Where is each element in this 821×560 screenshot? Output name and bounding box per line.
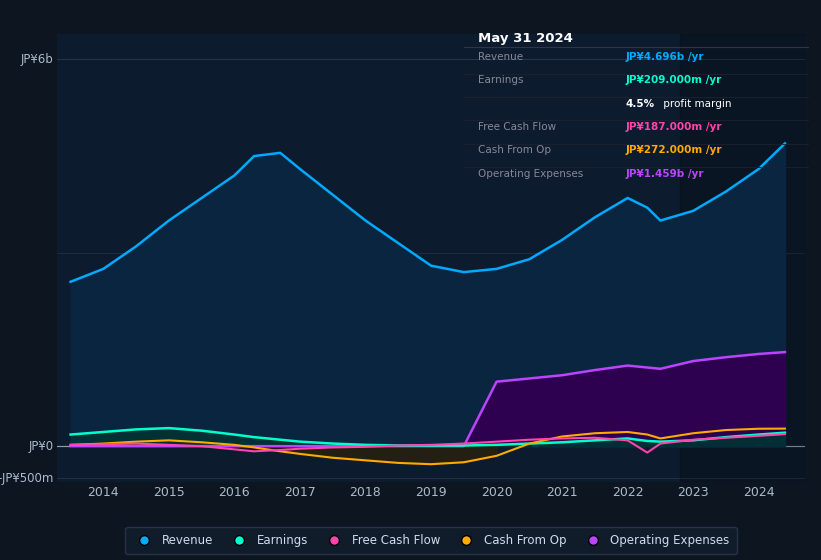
Text: JP¥1.459b /yr: JP¥1.459b /yr [626, 169, 704, 179]
Text: JP¥6b: JP¥6b [21, 53, 53, 66]
Text: -JP¥500m: -JP¥500m [0, 472, 53, 485]
Text: May 31 2024: May 31 2024 [478, 31, 572, 45]
Bar [680, 34, 805, 482]
Text: Revenue: Revenue [478, 52, 523, 62]
Text: Earnings: Earnings [478, 76, 523, 85]
Text: JP¥272.000m /yr: JP¥272.000m /yr [626, 146, 722, 156]
Text: 4.5%: 4.5% [626, 99, 655, 109]
Text: JP¥187.000m /yr: JP¥187.000m /yr [626, 122, 722, 132]
Text: JP¥209.000m /yr: JP¥209.000m /yr [626, 76, 722, 85]
Text: Free Cash Flow: Free Cash Flow [478, 122, 556, 132]
Text: Operating Expenses: Operating Expenses [478, 169, 583, 179]
Text: JP¥0: JP¥0 [29, 440, 53, 452]
Legend: Revenue, Earnings, Free Cash Flow, Cash From Op, Operating Expenses: Revenue, Earnings, Free Cash Flow, Cash … [126, 527, 736, 554]
Text: profit margin: profit margin [660, 99, 732, 109]
Text: JP¥4.696b /yr: JP¥4.696b /yr [626, 52, 704, 62]
Text: Cash From Op: Cash From Op [478, 146, 551, 156]
